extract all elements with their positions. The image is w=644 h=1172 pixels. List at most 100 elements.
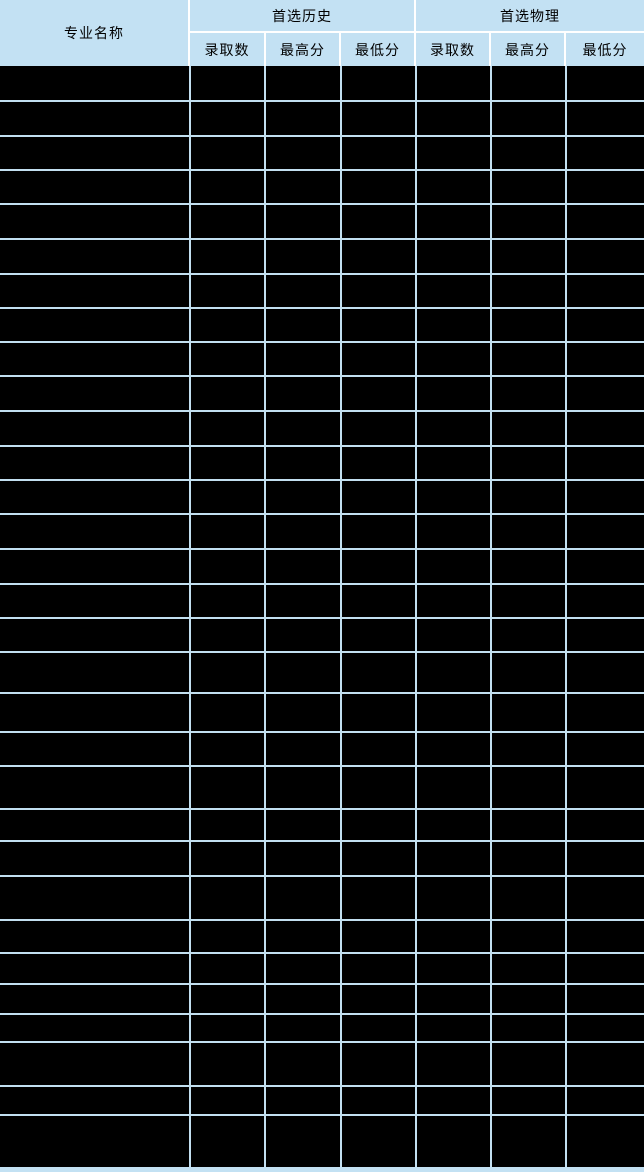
table-cell: [340, 985, 415, 1013]
table-cell: [189, 550, 264, 583]
table-cell: [189, 694, 264, 731]
table-cell: [264, 1087, 340, 1114]
table-row: [0, 550, 644, 585]
table-cell: [340, 102, 415, 135]
table-row: [0, 921, 644, 954]
table-cell: [565, 921, 644, 952]
table-cell: [264, 1116, 340, 1167]
table-cell: [264, 447, 340, 479]
table-row: [0, 877, 644, 921]
table-row: [0, 377, 644, 412]
table-cell: [415, 412, 490, 445]
table-cell: [565, 1116, 644, 1167]
table-cell: [340, 343, 415, 375]
table-row: [0, 343, 644, 377]
table-cell: [565, 377, 644, 410]
table-cell: [264, 171, 340, 203]
table-cell: [0, 733, 189, 765]
table-row: [0, 102, 644, 137]
table-cell: [189, 309, 264, 341]
table-cell: [340, 653, 415, 692]
table-cell: [0, 343, 189, 375]
table-row: [0, 767, 644, 810]
table-cell: [0, 102, 189, 135]
table-row: [0, 447, 644, 481]
table-cell: [490, 137, 565, 169]
table-cell: [415, 447, 490, 479]
table-cell: [340, 412, 415, 445]
table-cell: [264, 842, 340, 875]
header-cell-history-admit-count: 录取数: [190, 33, 266, 66]
table-row: [0, 585, 644, 619]
table-row: [0, 275, 644, 309]
table-cell: [490, 921, 565, 952]
table-cell: [0, 515, 189, 548]
header-subcolumn-row: 录取数 最高分 最低分 录取数 最高分 最低分: [190, 33, 644, 66]
table-cell: [415, 171, 490, 203]
table-cell: [340, 447, 415, 479]
table-cell: [0, 1087, 189, 1114]
table-cell: [415, 550, 490, 583]
table-row: [0, 985, 644, 1015]
table-row: [0, 954, 644, 985]
table-cell: [264, 733, 340, 765]
table-cell: [189, 66, 264, 100]
table-cell: [490, 1116, 565, 1167]
table-cell: [340, 550, 415, 583]
table-cell: [340, 954, 415, 983]
table-cell: [490, 954, 565, 983]
table-cell: [490, 240, 565, 273]
table-cell: [264, 1043, 340, 1085]
table-cell: [0, 767, 189, 808]
table-cell: [565, 877, 644, 919]
table-row: [0, 1043, 644, 1087]
table-cell: [189, 481, 264, 513]
table-cell: [340, 694, 415, 731]
table-cell: [189, 1043, 264, 1085]
table-cell: [490, 66, 565, 100]
table-cell: [415, 240, 490, 273]
table-cell: [189, 733, 264, 765]
table-cell: [340, 171, 415, 203]
table-cell: [565, 954, 644, 983]
table-cell: [340, 1087, 415, 1114]
table-cell: [415, 1087, 490, 1114]
table-cell: [0, 137, 189, 169]
table-cell: [565, 343, 644, 375]
table-cell: [415, 954, 490, 983]
table-cell: [189, 619, 264, 651]
table-cell: [565, 985, 644, 1013]
table-cell: [415, 275, 490, 307]
table-cell: [415, 585, 490, 617]
table-cell: [565, 412, 644, 445]
table-cell: [189, 767, 264, 808]
table-row: [0, 810, 644, 842]
table-cell: [189, 842, 264, 875]
table-cell: [340, 1116, 415, 1167]
table-cell: [415, 137, 490, 169]
table-cell: [490, 694, 565, 731]
table-cell: [189, 1116, 264, 1167]
table-cell: [340, 481, 415, 513]
table-row: [0, 240, 644, 275]
table-cell: [189, 1015, 264, 1041]
table-cell: [565, 66, 644, 100]
table-cell: [415, 842, 490, 875]
table-cell: [0, 309, 189, 341]
table-cell: [490, 810, 565, 840]
table-cell: [340, 515, 415, 548]
table-cell: [0, 66, 189, 100]
table-cell: [415, 481, 490, 513]
table-cell: [264, 550, 340, 583]
table-cell: [490, 733, 565, 765]
header-group-physics: 首选物理: [500, 7, 560, 24]
table-cell: [565, 1043, 644, 1085]
table-cell: [490, 585, 565, 617]
table-cell: [0, 377, 189, 410]
table-cell: [264, 309, 340, 341]
table-cell: [415, 1043, 490, 1085]
table-row: [0, 1087, 644, 1116]
table-cell: [0, 275, 189, 307]
table-cell: [340, 585, 415, 617]
header-group-row: 首选历史 首选物理: [190, 0, 644, 33]
